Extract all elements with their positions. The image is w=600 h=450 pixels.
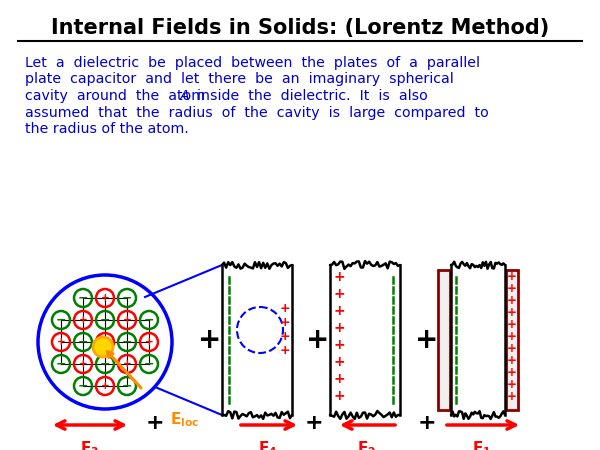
Bar	[438, 270, 450, 410]
Text: +: +	[507, 283, 517, 296]
Bar	[506, 270, 518, 410]
Text: +: +	[56, 337, 65, 347]
Text: −: −	[100, 314, 110, 327]
Text: −: −	[78, 336, 88, 348]
Text: +: +	[507, 330, 517, 343]
Text: +: +	[333, 321, 345, 335]
Text: −: −	[122, 379, 132, 392]
Circle shape	[93, 337, 113, 357]
Text: +: +	[507, 342, 517, 356]
Text: +: +	[146, 413, 164, 433]
Text: +: +	[507, 366, 517, 379]
Text: +: +	[507, 294, 517, 307]
Text: +: +	[79, 315, 88, 325]
Text: +: +	[507, 319, 517, 332]
Text: +: +	[418, 413, 436, 433]
Text: −: −	[78, 292, 88, 305]
Text: +: +	[507, 391, 517, 404]
Text: $\mathbf{E_2}$: $\mathbf{E_2}$	[358, 439, 377, 450]
Text: inside  the  dielectric.  It  is  also: inside the dielectric. It is also	[188, 89, 428, 103]
Text: +: +	[305, 413, 323, 433]
Text: $\mathbf{E_3}$: $\mathbf{E_3}$	[80, 439, 100, 450]
Text: +: +	[333, 270, 345, 284]
Text: +: +	[280, 329, 290, 342]
Text: +: +	[415, 326, 439, 354]
Text: +: +	[333, 355, 345, 369]
Text: +: +	[79, 359, 88, 369]
Text: +: +	[101, 381, 109, 391]
Text: +: +	[101, 337, 109, 347]
Text: +: +	[122, 359, 131, 369]
Text: +: +	[333, 304, 345, 318]
Text: −: −	[56, 314, 66, 327]
Text: −: −	[100, 357, 110, 370]
Text: $\mathbf{E_{loc}}$: $\mathbf{E_{loc}}$	[170, 411, 200, 429]
Text: +: +	[280, 302, 290, 315]
Text: the radius of the atom.: the radius of the atom.	[25, 122, 189, 136]
Text: +: +	[101, 293, 109, 303]
Text: +: +	[333, 338, 345, 352]
Text: +: +	[333, 389, 345, 403]
Text: assumed  that  the  radius  of  the  cavity  is  large  compared  to: assumed that the radius of the cavity is…	[25, 105, 489, 120]
Text: −: −	[144, 314, 154, 327]
Text: +: +	[333, 287, 345, 301]
Text: A: A	[179, 89, 189, 103]
Text: −: −	[144, 357, 154, 370]
Text: $\mathbf{E_1}$: $\mathbf{E_1}$	[472, 439, 491, 450]
Text: +: +	[280, 343, 290, 356]
Text: $\mathbf{E_4}$: $\mathbf{E_4}$	[258, 439, 278, 450]
Text: +: +	[122, 315, 131, 325]
Circle shape	[237, 307, 283, 353]
Text: +: +	[280, 315, 290, 328]
Text: Internal Fields in Solids: (Lorentz Method): Internal Fields in Solids: (Lorentz Meth…	[51, 18, 549, 38]
Text: cavity  around  the  atom: cavity around the atom	[25, 89, 214, 103]
Text: +: +	[307, 326, 329, 354]
Text: +: +	[507, 306, 517, 320]
Text: −: −	[122, 336, 132, 348]
Text: plate  capacitor  and  let  there  be  an  imaginary  spherical: plate capacitor and let there be an imag…	[25, 72, 454, 86]
Text: −: −	[78, 379, 88, 392]
Text: +: +	[145, 337, 154, 347]
Text: Let  a  dielectric  be  placed  between  the  plates  of  a  parallel: Let a dielectric be placed between the p…	[25, 56, 480, 70]
Text: +: +	[199, 326, 221, 354]
Text: +: +	[507, 270, 517, 284]
Text: +: +	[333, 372, 345, 386]
Text: +: +	[507, 378, 517, 392]
Text: +: +	[507, 355, 517, 368]
Text: −: −	[122, 292, 132, 305]
Text: −: −	[56, 357, 66, 370]
